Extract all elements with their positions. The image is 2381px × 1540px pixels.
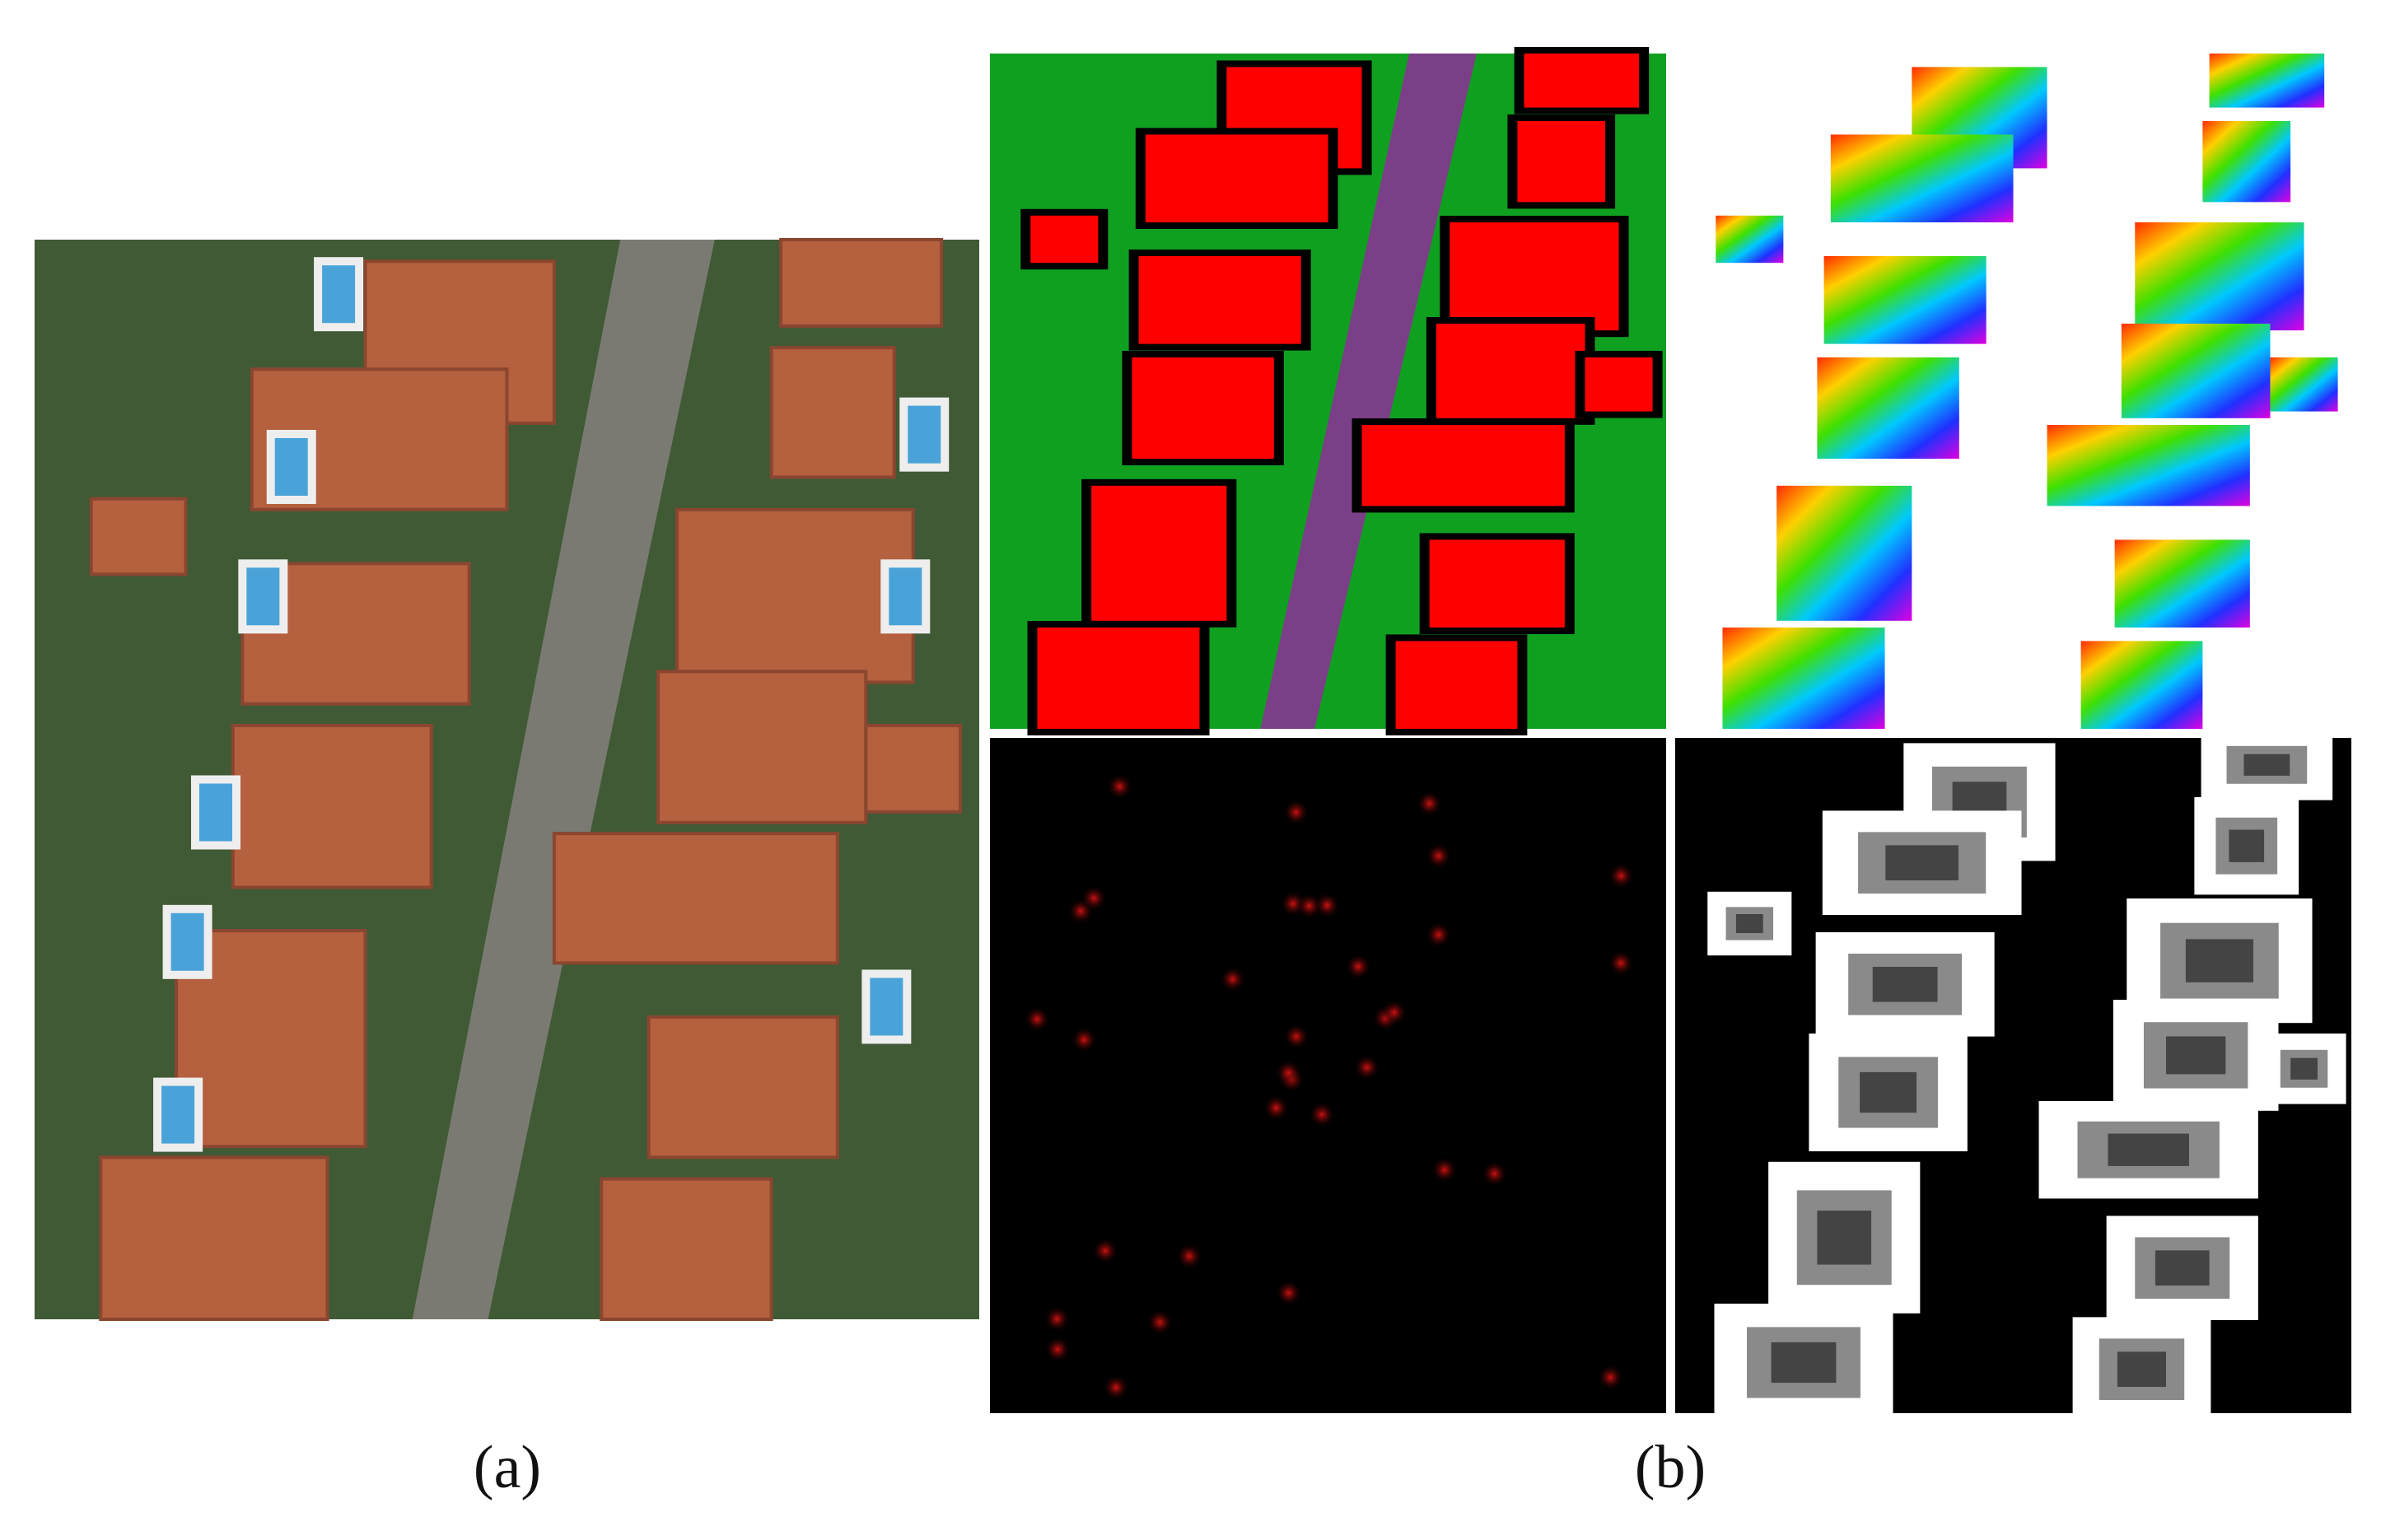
building-segment (1395, 641, 1518, 729)
center-dot (1425, 922, 1452, 949)
distance-inner (1735, 914, 1763, 933)
center-dot (1309, 1101, 1336, 1128)
center-dot (1043, 1305, 1071, 1332)
building-segment (1361, 425, 1565, 506)
building-segment (1524, 54, 1640, 108)
building-segment (1091, 485, 1227, 621)
distance-inner (1885, 845, 1958, 881)
distance-inner (2155, 1250, 2210, 1286)
panel-label: (b) (1635, 1434, 1706, 1501)
roof (175, 929, 367, 1149)
center-dot (1481, 1160, 1508, 1188)
center-dot (1275, 1059, 1302, 1086)
roof (600, 1177, 773, 1321)
center-dot (1081, 884, 1108, 912)
distance-inner (2243, 754, 2290, 776)
road (412, 240, 715, 1319)
building-direction (1716, 215, 1784, 264)
roof (675, 507, 915, 684)
center-dot (1275, 1279, 1302, 1306)
building-segment (1138, 256, 1301, 344)
pool (899, 397, 950, 472)
pool (266, 429, 316, 504)
distance-inner (2108, 1133, 2189, 1166)
center-dot (1263, 1094, 1290, 1122)
center-dot (1024, 1006, 1051, 1033)
distance-inner (2290, 1057, 2318, 1080)
roof (231, 723, 433, 889)
center-dot (1607, 950, 1634, 977)
center-dot (1219, 966, 1246, 993)
pool (238, 559, 288, 634)
distance-inner (1872, 966, 1938, 1002)
pool (880, 559, 931, 634)
pool (190, 775, 240, 850)
building-direction (2121, 324, 2271, 418)
panel-label: (a) (474, 1434, 541, 1501)
pool (162, 904, 212, 979)
center-dot (1044, 1336, 1071, 1363)
center-dot (1071, 1026, 1098, 1053)
building-segment (1030, 215, 1099, 264)
center-dot (1597, 1364, 1624, 1391)
center-dot (1103, 1374, 1130, 1401)
building-direction (2270, 357, 2338, 412)
building-direction (1722, 628, 1885, 729)
distance-inner (1860, 1071, 1917, 1113)
center-dot (1283, 1023, 1310, 1050)
building-segment (1037, 628, 1200, 729)
roof (647, 1015, 839, 1160)
roof (89, 497, 188, 576)
center-dot (1353, 1054, 1380, 1081)
center-dot (1091, 1237, 1118, 1264)
building-direction (1817, 357, 1959, 459)
center-heatmap (990, 738, 1666, 1413)
building-direction (2209, 54, 2325, 108)
building-direction (2047, 425, 2250, 506)
building-direction (2080, 641, 2203, 729)
building-segment (1132, 357, 1274, 459)
center-dot (1106, 773, 1133, 800)
distance-inner (2166, 1036, 2226, 1075)
roof (769, 346, 896, 479)
building-direction (2114, 539, 2250, 628)
center-dot (1416, 790, 1443, 817)
building-direction (2202, 121, 2291, 203)
roof (552, 832, 839, 965)
pool (153, 1077, 203, 1152)
center-dot (1296, 893, 1323, 920)
building-segment (1517, 121, 1606, 203)
distance-inner (2229, 829, 2265, 862)
building-direction (1823, 256, 1987, 344)
distance-inner (1771, 1342, 1837, 1384)
building-segment (1436, 324, 1585, 418)
building-direction (2135, 222, 2304, 331)
road-segment (1260, 54, 1478, 729)
center-dot (1176, 1243, 1203, 1270)
building-direction (1830, 134, 2014, 222)
center-dot (1345, 953, 1372, 980)
roof (864, 723, 963, 814)
pool (861, 969, 912, 1044)
center-dot (1380, 999, 1408, 1026)
distance-inner (2185, 939, 2253, 982)
pool (314, 257, 364, 332)
building-direction (1776, 485, 1912, 621)
building-segment (1145, 134, 1328, 222)
building-segment (1429, 539, 1565, 628)
center-dot (1608, 862, 1635, 889)
center-dot (1425, 842, 1452, 870)
center-dot (1146, 1309, 1174, 1336)
roof (99, 1155, 329, 1321)
center-dot (1282, 799, 1310, 826)
center-dot (1431, 1156, 1458, 1183)
building-segment (1450, 222, 1619, 331)
roof (779, 238, 944, 328)
building-segment (1585, 357, 1653, 412)
roof (656, 670, 868, 824)
distance-inner (2117, 1351, 2167, 1388)
distance-inner (1817, 1211, 1872, 1265)
